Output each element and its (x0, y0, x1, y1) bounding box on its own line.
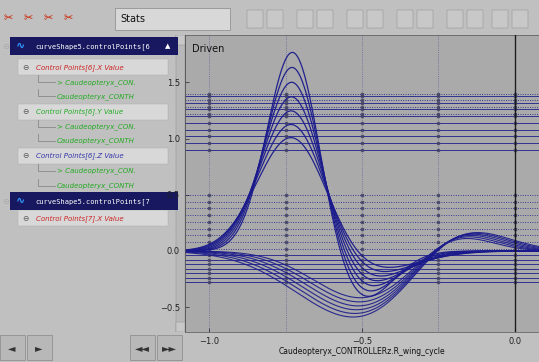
Bar (10, 37, 178, 55)
Text: Stats: Stats (120, 14, 145, 24)
Bar (10, 192, 178, 210)
Text: curveShape5.controlPoints[7: curveShape5.controlPoints[7 (35, 198, 150, 205)
Text: ⊖: ⊖ (22, 63, 29, 72)
Bar (27, 335, 52, 360)
Bar (417, 10, 433, 28)
Bar (447, 10, 463, 28)
Text: ⊖: ⊖ (2, 42, 9, 51)
Text: > Caudeopteryx_CON.: > Caudeopteryx_CON. (57, 168, 136, 174)
Text: ◄◄: ◄◄ (135, 343, 149, 353)
Text: ✂: ✂ (23, 13, 33, 23)
Text: ⊖: ⊖ (22, 107, 29, 116)
Bar (157, 335, 182, 360)
Bar (18, 148, 168, 164)
Bar (18, 210, 168, 226)
Bar (297, 10, 313, 28)
Text: ▲: ▲ (164, 43, 170, 49)
Text: Control Points[7].X Value: Control Points[7].X Value (36, 215, 123, 222)
Bar (267, 10, 283, 28)
Text: ∿: ∿ (16, 41, 25, 51)
Text: > Caudeopteryx_CON.: > Caudeopteryx_CON. (57, 79, 136, 86)
Bar (18, 59, 168, 75)
Text: ⊖: ⊖ (22, 214, 29, 223)
Text: ✂: ✂ (43, 13, 53, 23)
Text: Caudeopteryx_CONTH: Caudeopteryx_CONTH (57, 93, 135, 100)
Text: ⊖: ⊖ (2, 197, 9, 206)
Bar (492, 10, 508, 28)
Text: ⊖: ⊖ (22, 151, 29, 160)
Bar (130, 335, 155, 360)
Text: Driven: Driven (192, 44, 224, 54)
Bar (317, 10, 333, 28)
Text: Caudeopteryx_CONTH: Caudeopteryx_CONTH (57, 137, 135, 144)
Text: Control Points[6].X Value: Control Points[6].X Value (36, 64, 123, 71)
Text: ∿: ∿ (16, 196, 25, 206)
Text: > Caudeopteryx_CON.: > Caudeopteryx_CON. (57, 123, 136, 130)
Text: Control Points[6].Y Value: Control Points[6].Y Value (36, 108, 123, 115)
Bar (512, 10, 528, 28)
Bar (0, 335, 25, 360)
Bar (176, 35, 185, 332)
X-axis label: Caudeopteryx_CONTROLLERz.R_wing_cycle: Caudeopteryx_CONTROLLERz.R_wing_cycle (279, 347, 445, 356)
Text: Control Points[6].Z Value: Control Points[6].Z Value (36, 152, 123, 159)
Bar (115, 8, 230, 30)
Text: ✂: ✂ (3, 13, 13, 23)
Bar (367, 10, 383, 28)
Bar (397, 10, 413, 28)
Text: ◄: ◄ (8, 343, 16, 353)
Text: ►: ► (35, 343, 43, 353)
Bar (176, 35, 185, 45)
Text: ►►: ►► (162, 343, 176, 353)
Bar (18, 104, 168, 119)
Text: Caudeopteryx_CONTH: Caudeopteryx_CONTH (57, 182, 135, 189)
Bar (347, 10, 363, 28)
Text: curveShape5.controlPoints[6: curveShape5.controlPoints[6 (35, 43, 150, 50)
Bar (467, 10, 483, 28)
Bar (176, 322, 185, 332)
Bar (0, 0, 230, 35)
Bar (247, 10, 263, 28)
Text: ✂: ✂ (63, 13, 73, 23)
